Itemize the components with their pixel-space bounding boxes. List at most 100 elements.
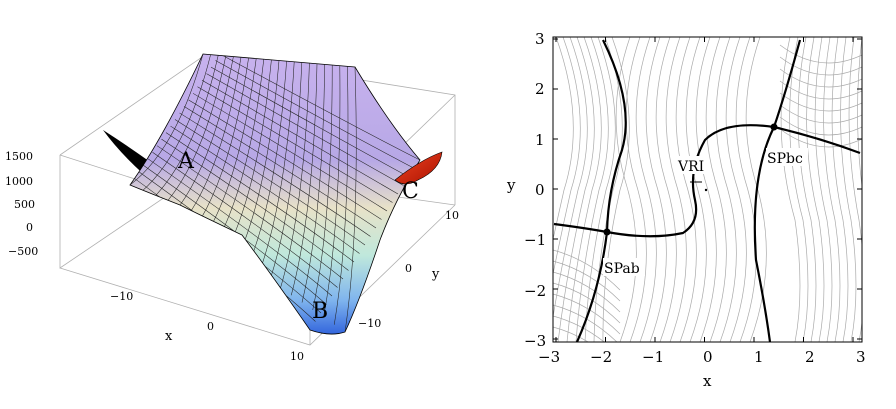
x-tick: 0: [207, 320, 214, 333]
contour-line: [602, 37, 630, 342]
y-axis-3d: 10 0 −10 y: [358, 209, 459, 330]
x-tick: −1: [642, 348, 664, 366]
contour-line: [553, 315, 605, 342]
mesh-line: [183, 57, 242, 222]
mesh-line: [143, 165, 327, 305]
contour-panel: 3 2 1 0 −1 −2 −3 y −3 −2 −1 0 1 2 3 x VR…: [506, 30, 866, 390]
contour-line: [806, 37, 825, 342]
contour-line: [553, 282, 621, 324]
contour-line: [566, 37, 602, 342]
mesh-line: [147, 158, 333, 297]
contour-line: [779, 80, 862, 100]
mesh-line: [301, 64, 325, 303]
mesh-line: [151, 55, 219, 200]
contour-line: [797, 37, 817, 342]
contour-line: [789, 37, 809, 342]
y-tick: −10: [358, 317, 381, 330]
x-axis-label: x: [165, 329, 173, 344]
mesh-line: [162, 55, 227, 208]
x-axis: −3 −2 −1 0 1 2 3 x: [538, 348, 866, 390]
x-tick: −10: [110, 290, 133, 303]
point-label-a: A: [177, 149, 195, 174]
mesh-line: [201, 79, 399, 195]
y-tick: −1: [524, 231, 546, 249]
mesh-line: [161, 138, 349, 271]
contour-line: [779, 128, 862, 148]
z-tick: 1500: [5, 150, 33, 163]
mesh-line: [197, 86, 393, 203]
mesh-line: [333, 66, 349, 325]
x-axis-3d: −10 0 10 x: [110, 290, 304, 363]
y-tick: 2: [535, 80, 545, 98]
mesh-line: [258, 61, 295, 274]
mesh-line: [130, 54, 204, 186]
z-axis: 1500 1000 500 0 −500: [5, 150, 38, 258]
y-tick: 1: [535, 131, 545, 149]
mesh-line: [152, 152, 338, 288]
contour-line: [779, 92, 862, 112]
contour-line: [814, 37, 833, 342]
y-tick: 10: [445, 209, 459, 222]
vri-dot: [704, 188, 708, 192]
x-tick: 0: [703, 348, 713, 366]
x-tick: 1: [754, 348, 764, 366]
contour-line: [823, 37, 841, 342]
y-axis-label: y: [506, 176, 516, 194]
label-spab: SPab: [604, 261, 640, 277]
contour-line: [695, 37, 717, 342]
mesh-line: [269, 62, 303, 281]
y-tick: −3: [524, 332, 546, 350]
z-tick: 500: [14, 198, 35, 211]
contour-line: [779, 104, 862, 124]
contour-line: [625, 37, 647, 342]
contour-line: [779, 44, 862, 64]
contour-line: [584, 37, 616, 342]
x-tick: −3: [538, 348, 560, 366]
contour-line: [553, 249, 621, 291]
saddle-point-ab: [603, 228, 611, 236]
x-axis-label: x: [703, 372, 712, 390]
point-label-b: B: [312, 299, 328, 324]
y-tick: −2: [524, 282, 546, 300]
z-tick: −500: [8, 245, 38, 258]
contour-line: [575, 37, 609, 342]
y-tick: 0: [535, 181, 545, 199]
contour-line: [665, 37, 687, 342]
mesh-line: [192, 93, 388, 212]
mesh-line: [215, 60, 415, 169]
mesh-line: [183, 106, 377, 229]
contour-line: [593, 37, 623, 342]
mesh-line: [323, 65, 341, 318]
surface-panel: 1500 1000 500 0 −500 −10 0 10 x 10 0 −10…: [5, 53, 459, 363]
contour-line: [840, 37, 857, 342]
contour-line: [735, 37, 757, 342]
mesh-line: [165, 132, 355, 263]
contour-line: [715, 37, 737, 342]
z-tick: 1000: [5, 175, 33, 188]
contour-line: [553, 271, 621, 313]
mesh-line: [312, 65, 333, 311]
contour-line: [645, 37, 667, 342]
surface-mesh: [129, 53, 421, 335]
mesh-line: [174, 119, 366, 246]
x-tick: 3: [856, 348, 866, 366]
mesh-line: [210, 66, 410, 178]
contour-line: [705, 37, 727, 342]
contour-line: [553, 37, 588, 320]
contour-line: [779, 116, 862, 136]
contour-line: [553, 304, 618, 342]
mesh-line: [156, 145, 344, 280]
contour-line: [725, 37, 747, 342]
contour-line: [553, 37, 574, 242]
point-label-c: C: [402, 179, 419, 204]
mesh-line: [344, 66, 357, 333]
contour-line: [553, 326, 589, 342]
separatrix-left: [575, 39, 627, 342]
mesh-line: [280, 63, 310, 288]
contour-line: [635, 37, 657, 342]
mesh-line: [140, 54, 211, 193]
contour-line: [780, 37, 801, 342]
x-tick: 2: [805, 348, 815, 366]
contour-line: [857, 37, 862, 190]
